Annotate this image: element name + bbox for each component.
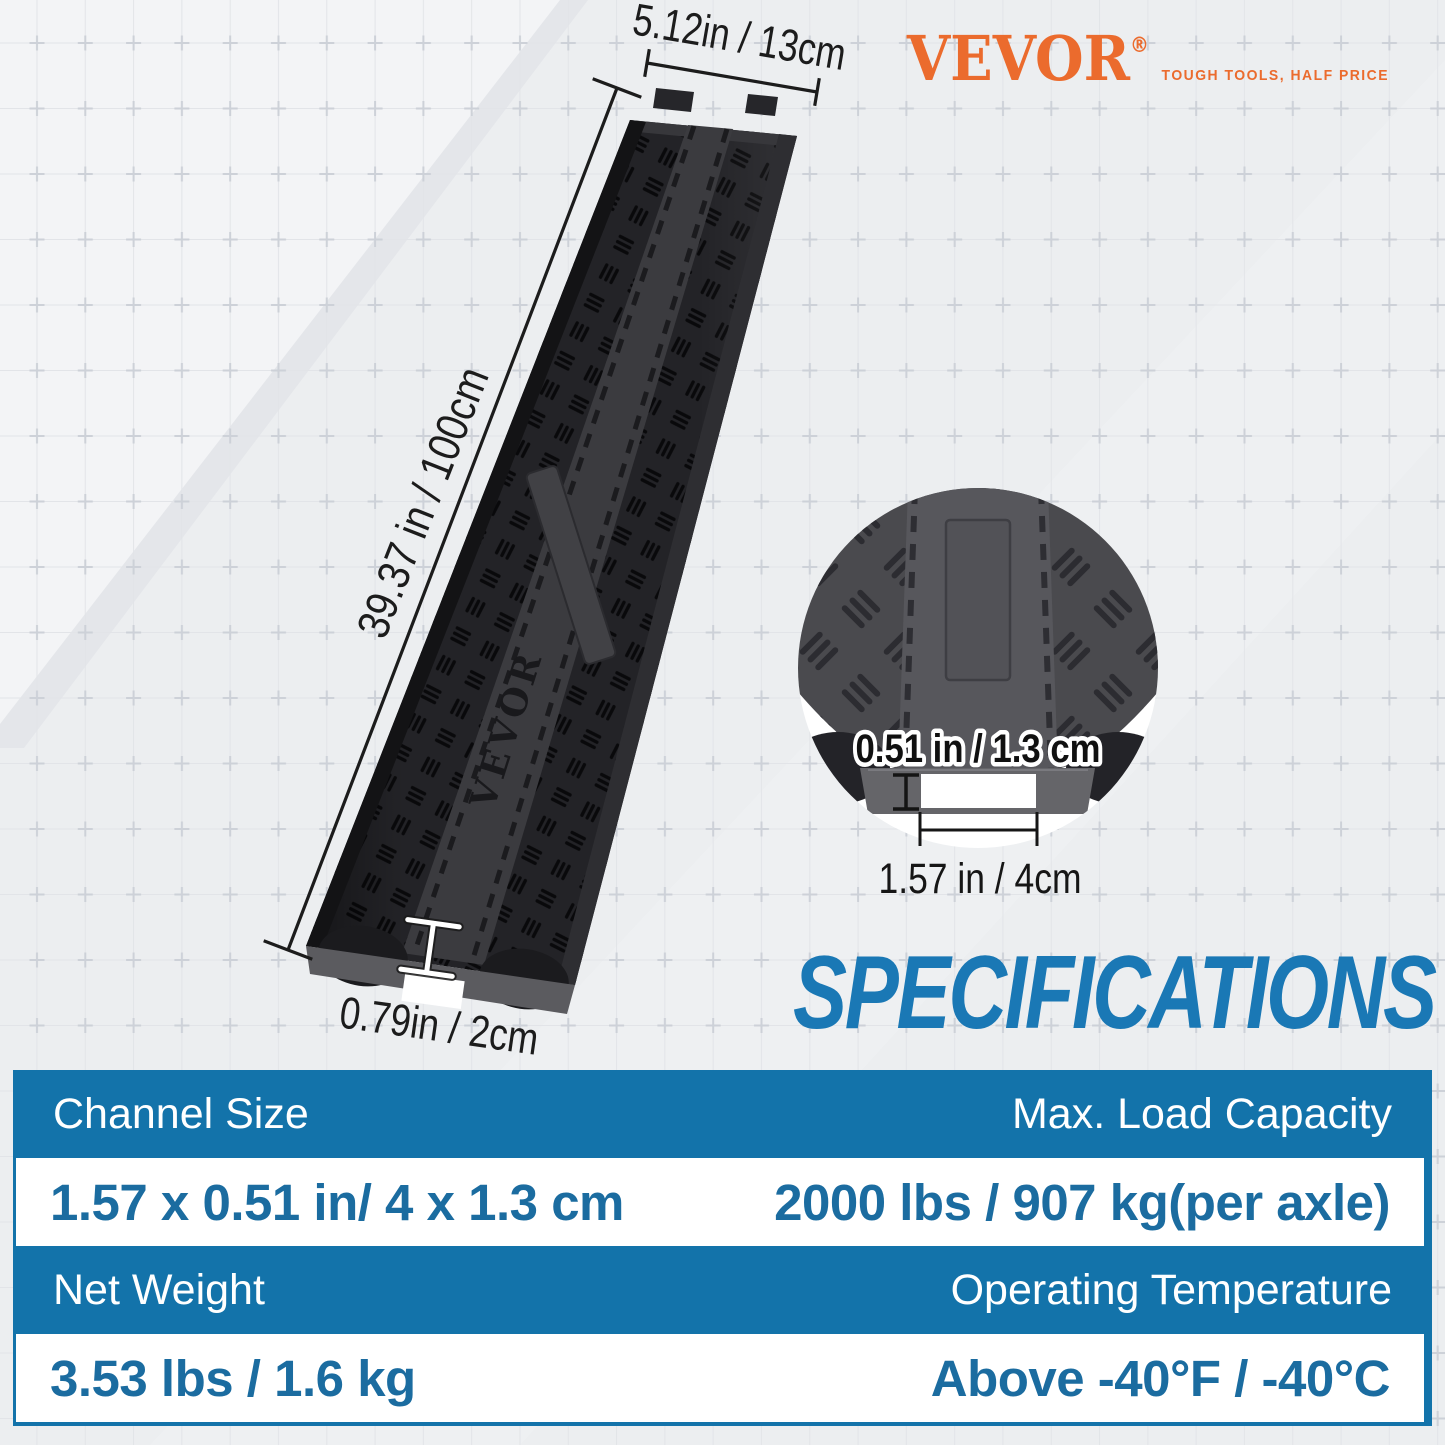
table-value-row: 3.53 lbs / 1.6 kg Above -40°F / -40°C <box>16 1334 1424 1422</box>
height-marker-small-icon <box>893 773 919 811</box>
channel-height-label: 0.51 in / 1.3 cm <box>856 727 1101 771</box>
value-load-capacity: 2000 lbs / 907 kg(per axle) <box>774 1173 1390 1231</box>
registered-mark: ® <box>1130 33 1149 57</box>
channel-width-dimension-line <box>918 812 1039 846</box>
brand-logo: VEVOR® TOUGH TOOLS, HALF PRICE <box>880 28 1398 90</box>
detail-channel-opening <box>921 774 1036 808</box>
detail-circle: 0.51 in / 1.3 cm 1.57 in / 4cm <box>798 488 1158 903</box>
height-marker-icon <box>396 915 464 981</box>
spec-table: Channel Size Max. Load Capacity 1.57 x 0… <box>13 1070 1432 1426</box>
table-header-row: Channel Size Max. Load Capacity <box>13 1070 1432 1158</box>
channel-width-label: 1.57 in / 4cm <box>879 855 1082 903</box>
header-channel-size: Channel Size <box>53 1089 309 1138</box>
header-load-capacity: Max. Load Capacity <box>1011 1089 1392 1138</box>
cable-ramp: VEVOR <box>306 88 797 1014</box>
table-value-row: 1.57 x 0.51 in/ 4 x 1.3 cm 2000 lbs / 90… <box>16 1158 1424 1246</box>
channel-opening <box>401 972 465 1010</box>
header-op-temperature: Operating Temperature <box>950 1265 1392 1314</box>
connector-tab-right <box>745 94 778 116</box>
header-net-weight: Net Weight <box>53 1265 265 1314</box>
brand-wordmark: VEVOR <box>906 22 1131 95</box>
value-net-weight: 3.53 lbs / 1.6 kg <box>50 1349 416 1407</box>
value-channel-size: 1.57 x 0.51 in/ 4 x 1.3 cm <box>50 1173 624 1231</box>
ramp-right-bevel <box>557 134 797 985</box>
brand-name: VEVOR® <box>907 28 1149 90</box>
dimension-lines <box>263 48 821 961</box>
ridge-panel <box>525 465 617 665</box>
value-op-temperature: Above -40°F / -40°C <box>930 1349 1391 1407</box>
table-header-row: Net Weight Operating Temperature <box>13 1246 1432 1334</box>
detail-ridge-panel <box>944 518 1012 682</box>
connector-tab-left <box>653 88 694 112</box>
length-dimension-line <box>263 77 642 961</box>
width-dimension-line <box>643 48 821 107</box>
section-title: SPECIFICATIONS <box>793 935 1437 1051</box>
brand-tagline: TOUGH TOOLS, HALF PRICE <box>1161 67 1390 84</box>
ramp-left-bevel <box>306 120 646 948</box>
